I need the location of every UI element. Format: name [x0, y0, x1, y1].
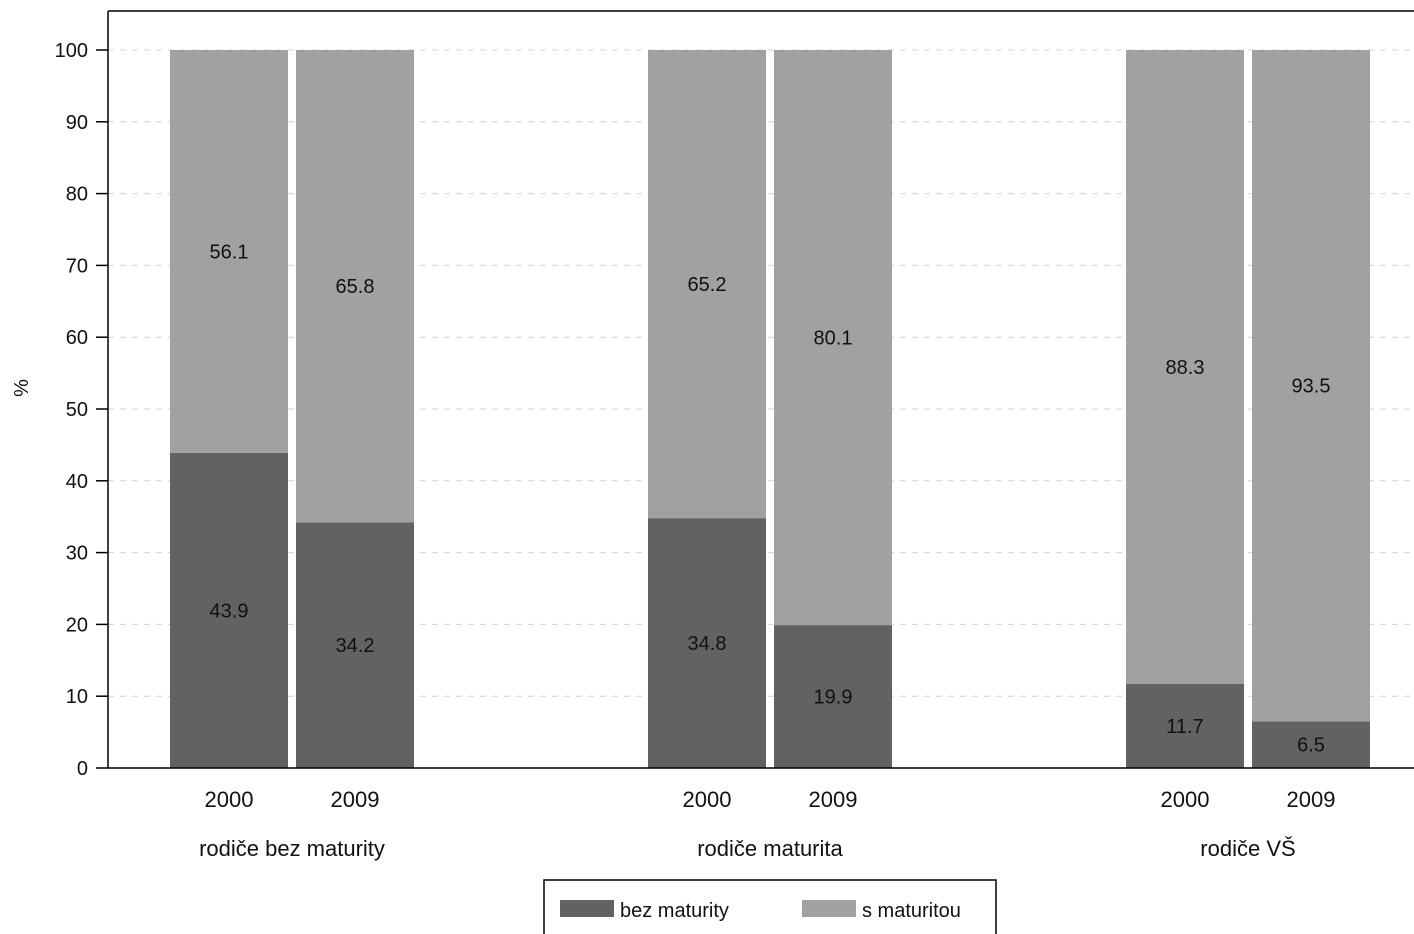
x-tick-label: 2009: [809, 787, 858, 812]
y-tick-label: 70: [66, 255, 88, 277]
bar-segment-bez-maturity: [1126, 683, 1244, 768]
bar-segment-s-maturitou: [170, 50, 288, 453]
data-label: 56.1: [210, 241, 249, 263]
legend-label: bez maturity: [620, 900, 729, 922]
y-tick-label: 30: [66, 543, 88, 565]
x-tick-label: 2000: [205, 787, 254, 812]
legend-swatch: [560, 900, 614, 917]
y-tick-label: 90: [66, 112, 88, 134]
group-label: rodiče bez maturity: [199, 836, 385, 861]
group-label: rodiče maturita: [697, 836, 843, 861]
y-tick-label: 20: [66, 614, 88, 636]
bar-segment-bez-maturity: [648, 518, 766, 768]
y-tick-label: 100: [55, 40, 88, 62]
y-tick-label: 10: [66, 686, 88, 708]
legend: bez maturity s maturitou: [543, 879, 997, 934]
y-axis-title: %: [11, 379, 33, 397]
data-label: 65.2: [688, 274, 727, 296]
bar-segment-s-maturitou: [774, 50, 892, 626]
y-tick-label: 50: [66, 399, 88, 421]
legend-label: s maturitou: [862, 900, 961, 922]
data-label: 93.5: [1292, 376, 1331, 398]
bar-segment-s-maturitou: [1252, 50, 1370, 722]
bar-segment-s-maturitou: [296, 50, 414, 523]
data-label: 11.7: [1166, 716, 1203, 738]
y-tick-label: 60: [66, 327, 88, 349]
bar-segment-s-maturitou: [648, 50, 766, 519]
x-tick-label: 2000: [683, 787, 732, 812]
data-label: 6.5: [1297, 735, 1325, 757]
bars: 43.9 56.1 34.2 65.8 34.8 65.2 19.9 80.1 11.7 88.3…: [170, 50, 1370, 768]
y-tick-label: 40: [66, 471, 88, 493]
data-label: 34.2: [336, 635, 375, 657]
bar-segment-bez-maturity: [296, 522, 414, 768]
y-tick-label: 0: [77, 758, 88, 780]
group-label: rodiče VŠ: [1200, 836, 1295, 861]
legend-box: [543, 879, 997, 934]
data-label: 43.9: [210, 600, 249, 622]
bar-segment-bez-maturity: [170, 452, 288, 768]
x-tick-label: 2009: [1287, 787, 1336, 812]
y-tick-label: 80: [66, 184, 88, 206]
bar-segment-bez-maturity: [774, 625, 892, 768]
bar-segment-bez-maturity: [1252, 721, 1370, 768]
x-tick-label: 2000: [1161, 787, 1210, 812]
data-label: 34.8: [688, 633, 727, 655]
legend-swatch: [802, 900, 856, 917]
x-tick-label: 2009: [331, 787, 380, 812]
data-label: 88.3: [1166, 357, 1205, 379]
axes: 0 10 20 30 40 50 60 70 80 90 100 2000 2009 rodiče bez…: [55, 10, 1414, 861]
bar-segment-s-maturitou: [1126, 50, 1244, 684]
data-label: 65.8: [336, 276, 375, 298]
data-label: 19.9: [814, 687, 853, 709]
data-label: 80.1: [814, 328, 853, 350]
